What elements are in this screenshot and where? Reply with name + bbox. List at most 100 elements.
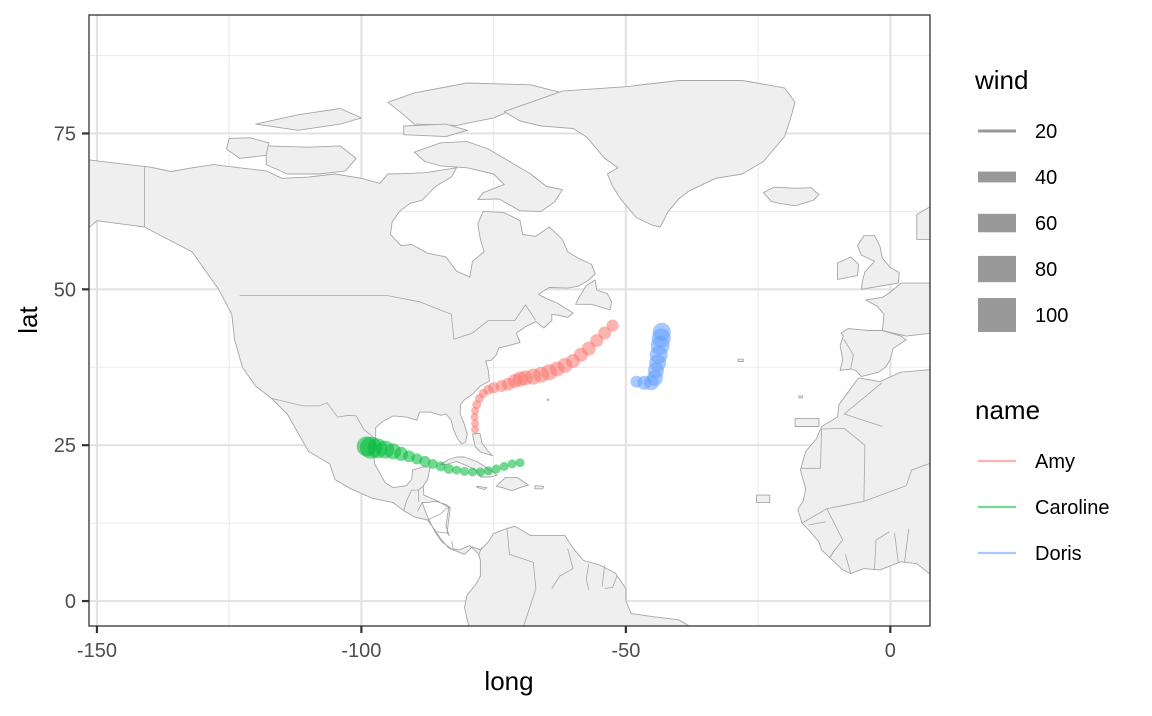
jamaica	[475, 485, 488, 490]
legend-wind-key	[978, 213, 1016, 233]
border-line	[933, 372, 954, 458]
ellesmere-island	[387, 82, 563, 126]
legend-wind: wind 20 40 60 80 100	[974, 65, 1068, 332]
legend-name-label: Amy	[1035, 451, 1075, 473]
x-axis: -150 -100 -50 0	[77, 626, 896, 662]
x-axis-title: long	[484, 666, 533, 696]
ireland	[836, 256, 860, 280]
track-point-amy	[470, 413, 479, 422]
greenland	[503, 80, 796, 228]
legend-name-title: name	[975, 395, 1040, 425]
north-america-landmass	[89, 159, 690, 626]
series-amy	[470, 319, 619, 434]
x-tick-label: -150	[77, 640, 117, 662]
track-point-caroline	[483, 466, 493, 476]
panel-border	[88, 14, 931, 627]
border-line	[506, 527, 537, 626]
y-tick-label: 0	[65, 591, 76, 613]
devon-island	[403, 123, 468, 138]
track-point-caroline	[468, 467, 477, 477]
border-line	[843, 338, 854, 370]
border-line	[271, 398, 376, 440]
bermuda	[546, 398, 550, 401]
canary-islands	[794, 417, 820, 427]
track-point-caroline	[475, 467, 485, 477]
legend-wind-key	[978, 129, 1016, 133]
track-point-amy	[471, 419, 480, 428]
track-point-caroline	[491, 464, 501, 474]
series-caroline	[356, 436, 525, 477]
scandinavia-edge	[916, 206, 930, 240]
legend-wind-label: 100	[1035, 305, 1068, 327]
x-tick-label: -100	[341, 640, 381, 662]
iceland	[762, 186, 820, 207]
border-line	[403, 485, 425, 511]
banks-island	[226, 137, 270, 159]
puerto-rico	[534, 485, 544, 490]
y-tick-label: 75	[54, 123, 76, 145]
cape-verde	[756, 494, 771, 504]
track-point-caroline	[452, 465, 462, 475]
border-line	[904, 528, 910, 562]
border-line	[451, 541, 454, 551]
series-doris	[630, 322, 671, 391]
track-point-amy	[606, 319, 619, 332]
y-axis-title: lat	[13, 305, 43, 333]
legend-wind-key	[978, 298, 1016, 332]
legend-wind-key	[978, 255, 1016, 283]
africa	[797, 369, 930, 575]
border-line	[843, 382, 883, 427]
queen-elizabeth-islands	[255, 108, 362, 131]
land-layer	[89, 80, 954, 626]
border-line	[874, 531, 890, 570]
legend-wind-label: 60	[1035, 213, 1057, 235]
track-point-caroline	[435, 461, 446, 472]
legend-name-label: Caroline	[1035, 497, 1109, 519]
border-line	[604, 575, 618, 589]
madeira	[798, 395, 803, 399]
hispaniola	[495, 477, 529, 492]
track-point-amy	[598, 326, 612, 340]
track-point-caroline	[356, 436, 377, 457]
track-point-amy	[471, 425, 480, 434]
y-axis: 0 25 50 75	[54, 123, 89, 613]
bahamas	[472, 432, 494, 457]
track-point-caroline	[507, 459, 517, 469]
border-line	[894, 533, 899, 564]
azores	[737, 358, 744, 363]
legend-wind-title: wind	[974, 65, 1028, 95]
legend-wind-label: 20	[1035, 121, 1057, 143]
france	[865, 282, 930, 337]
border-line	[585, 563, 590, 590]
x-tick-label: -50	[611, 640, 640, 662]
track-point-caroline	[499, 461, 509, 471]
legend-wind-label: 80	[1035, 259, 1057, 281]
baffin-island	[413, 141, 563, 212]
y-tick-label: 50	[54, 279, 76, 301]
track-point-caroline	[460, 466, 469, 476]
border-line	[477, 547, 482, 557]
track-point-caroline	[515, 458, 525, 468]
border-line	[551, 548, 574, 589]
y-tick-label: 25	[54, 435, 76, 457]
great-britain	[857, 235, 900, 290]
border-line	[427, 507, 451, 521]
border-line	[863, 462, 930, 502]
iberia	[839, 328, 907, 378]
track-points	[356, 319, 671, 477]
legend-wind-key	[978, 171, 1016, 183]
legend-wind-label: 40	[1035, 167, 1057, 189]
border-line	[845, 554, 852, 574]
border-line	[601, 565, 606, 587]
track-point-doris	[652, 322, 671, 341]
legend-name: name Amy Caroline Doris	[975, 395, 1109, 565]
border-line	[417, 502, 423, 512]
newfoundland	[575, 279, 613, 311]
x-tick-label: 0	[885, 640, 896, 662]
border-line	[239, 295, 537, 340]
border-line	[808, 521, 826, 526]
track-point-caroline	[443, 463, 454, 474]
border-line	[826, 508, 844, 559]
